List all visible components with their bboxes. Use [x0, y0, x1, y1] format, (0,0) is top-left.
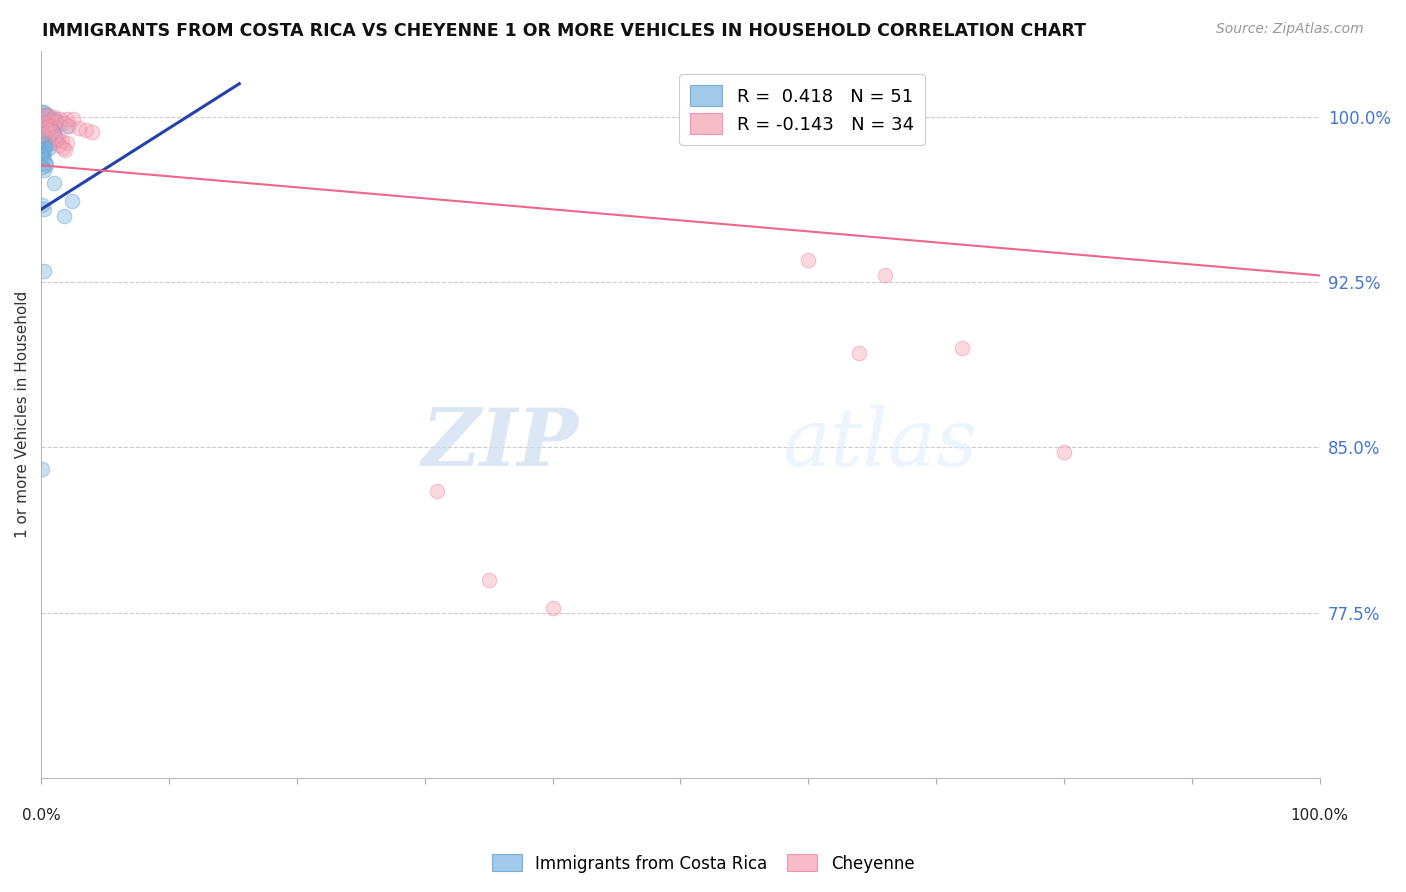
Point — [60, 194, 83, 208]
Point — [35, 158, 58, 172]
Point — [31, 125, 53, 139]
Point — [69, 120, 91, 135]
Point — [541, 601, 564, 615]
Point — [37, 132, 59, 146]
Point — [38, 134, 60, 148]
Point — [39, 123, 62, 137]
Y-axis label: 1 or more Vehicles in Household: 1 or more Vehicles in Household — [15, 291, 30, 538]
Text: IMMIGRANTS FROM COSTA RICA VS CHEYENNE 1 OR MORE VEHICLES IN HOUSEHOLD CORRELATI: IMMIGRANTS FROM COSTA RICA VS CHEYENNE 1… — [42, 22, 1087, 40]
Point — [32, 202, 55, 217]
Point — [41, 112, 63, 126]
Point — [46, 132, 69, 146]
Point — [45, 114, 67, 128]
Point — [45, 116, 67, 130]
Point — [44, 112, 66, 126]
Point — [32, 128, 55, 142]
Text: 100.0%: 100.0% — [1291, 808, 1348, 823]
Point — [52, 141, 75, 155]
Point — [34, 119, 56, 133]
Point — [32, 162, 55, 177]
Point — [34, 141, 56, 155]
Point — [58, 119, 80, 133]
Point — [41, 114, 63, 128]
Point — [32, 152, 55, 166]
Point — [38, 119, 60, 133]
Point — [31, 462, 53, 476]
Point — [55, 119, 77, 133]
Point — [32, 138, 55, 153]
Point — [37, 107, 59, 121]
Point — [55, 136, 77, 151]
Point — [45, 132, 67, 146]
Point — [42, 110, 65, 124]
Point — [75, 123, 97, 137]
Point — [42, 114, 65, 128]
Point — [34, 107, 56, 121]
Point — [41, 114, 63, 128]
Point — [55, 112, 77, 126]
Point — [31, 147, 53, 161]
Point — [950, 341, 973, 355]
Text: atlas: atlas — [783, 405, 979, 483]
Point — [31, 161, 53, 175]
Point — [873, 268, 896, 283]
Point — [31, 136, 53, 151]
Point — [37, 120, 59, 135]
Point — [34, 156, 56, 170]
Text: ZIP: ZIP — [422, 405, 578, 483]
Point — [35, 120, 58, 135]
Legend: Immigrants from Costa Rica, Cheyenne: Immigrants from Costa Rica, Cheyenne — [485, 847, 921, 880]
Point — [35, 119, 58, 133]
Point — [49, 116, 72, 130]
Point — [37, 110, 59, 124]
Point — [34, 116, 56, 130]
Point — [55, 143, 77, 157]
Point — [31, 143, 53, 157]
Legend: R =  0.418   N = 51, R = -0.143   N = 34: R = 0.418 N = 51, R = -0.143 N = 34 — [679, 74, 925, 145]
Point — [31, 149, 53, 163]
Point — [39, 123, 62, 137]
Point — [44, 129, 66, 144]
Point — [32, 107, 55, 121]
Text: Source: ZipAtlas.com: Source: ZipAtlas.com — [1216, 22, 1364, 37]
Point — [38, 110, 60, 124]
Point — [32, 105, 55, 120]
Point — [38, 141, 60, 155]
Text: 0.0%: 0.0% — [21, 808, 60, 823]
Point — [35, 132, 58, 146]
Point — [42, 128, 65, 142]
Point — [48, 138, 70, 153]
Point — [426, 484, 449, 499]
Point — [49, 112, 72, 126]
Point — [32, 264, 55, 278]
Point — [42, 176, 65, 190]
Point — [41, 136, 63, 151]
Point — [32, 145, 55, 159]
Point — [34, 129, 56, 144]
Point — [478, 573, 501, 587]
Point — [41, 125, 63, 139]
Point — [1053, 444, 1076, 458]
Point — [31, 198, 53, 212]
Point — [41, 125, 63, 139]
Point — [848, 345, 870, 359]
Point — [53, 116, 76, 130]
Point — [31, 105, 53, 120]
Point — [53, 209, 76, 223]
Point — [82, 125, 104, 139]
Point — [32, 116, 55, 130]
Point — [41, 123, 63, 137]
Point — [39, 112, 62, 126]
Point — [797, 253, 820, 268]
Point — [35, 107, 58, 121]
Point — [38, 120, 60, 135]
Point — [62, 112, 84, 126]
Point — [51, 134, 73, 148]
Point — [31, 128, 53, 142]
